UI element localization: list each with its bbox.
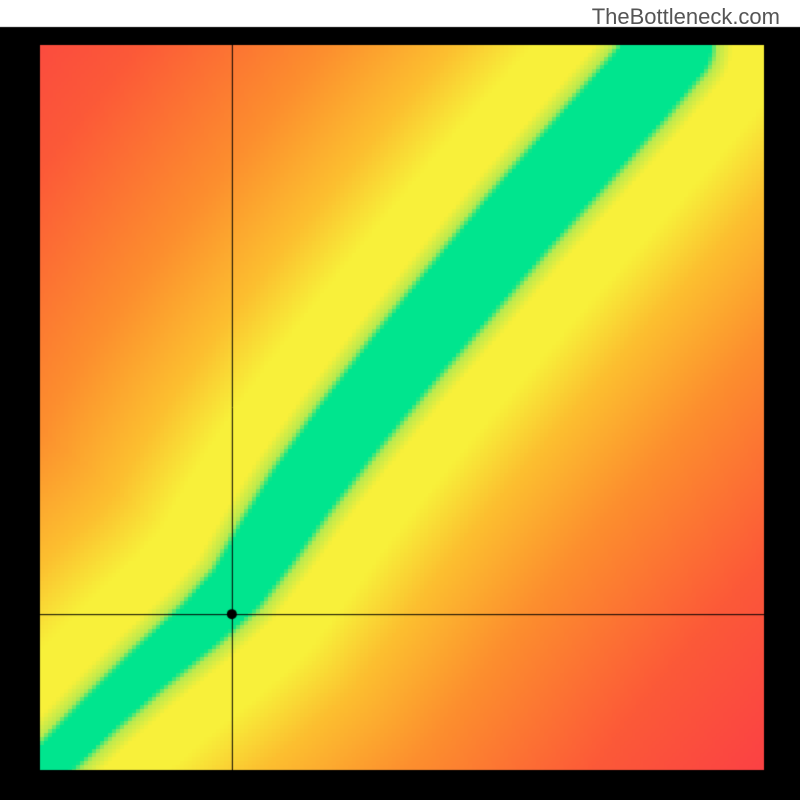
bottleneck-heatmap [0,0,800,800]
watermark-label: TheBottleneck.com [592,4,780,30]
